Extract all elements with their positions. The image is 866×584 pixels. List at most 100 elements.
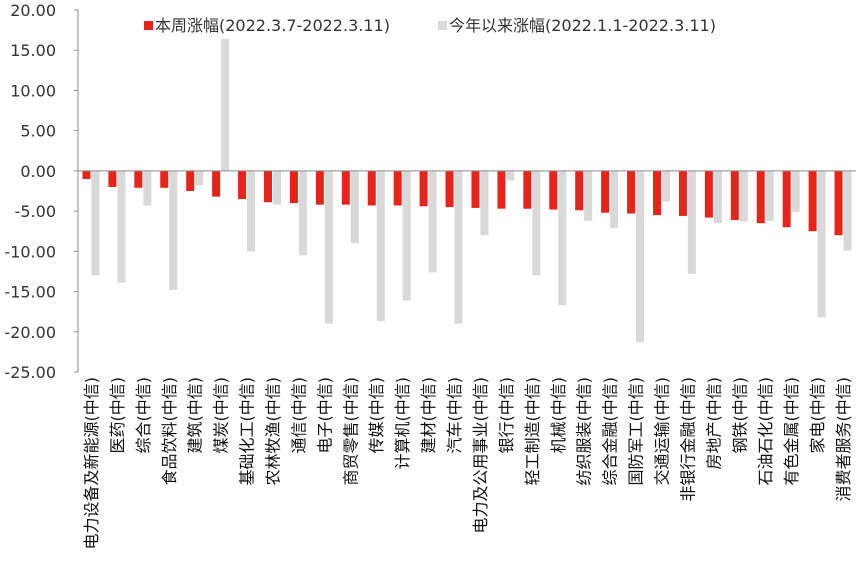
bar-weekly-change xyxy=(393,170,402,206)
bar-weekly-change xyxy=(627,170,636,214)
bar-weekly-change xyxy=(108,170,117,187)
bar-ytd-change xyxy=(843,170,852,251)
x-category-label: 交通运输(中信) xyxy=(653,377,672,486)
x-category-label: 综合(中信) xyxy=(134,377,153,454)
x-category-label: 轻工制造(中信) xyxy=(523,377,542,486)
legend-label: 今年以来涨幅(2022.1.1-2022.3.11) xyxy=(449,16,716,35)
legend: 本周涨幅(2022.3.7-2022.3.11) 今年以来涨幅(2022.1.1-… xyxy=(144,16,716,35)
bar-weekly-change xyxy=(289,170,298,204)
bar-ytd-change xyxy=(350,170,359,244)
bar-weekly-change xyxy=(523,170,532,209)
bar-weekly-change xyxy=(756,170,765,224)
bar-weekly-change xyxy=(471,170,480,208)
x-category-label: 建筑(中信) xyxy=(186,377,205,454)
bar-ytd-change xyxy=(169,170,178,290)
bar-weekly-change xyxy=(186,170,195,191)
bar-ytd-change xyxy=(298,170,307,256)
y-tick-label: -15.00 xyxy=(4,283,56,302)
x-category-label: 钢铁(中信) xyxy=(730,377,749,454)
bar-weekly-change xyxy=(367,170,376,206)
x-category-label: 计算机(中信) xyxy=(393,377,412,470)
x-category-label: 纺织服装(中信) xyxy=(575,377,594,486)
x-category-label: 电力设备及新能源(中信) xyxy=(82,377,101,550)
x-category-label: 有色金属(中信) xyxy=(782,377,801,486)
bar-ytd-change xyxy=(791,170,800,212)
bar-ytd-change xyxy=(221,38,230,171)
bar-weekly-change xyxy=(134,170,143,188)
bar-weekly-change xyxy=(497,170,506,209)
x-category-label: 电力及公用事业(中信) xyxy=(471,377,490,534)
bar-ytd-change xyxy=(480,170,489,236)
x-category-label: 房地产(中信) xyxy=(704,377,723,470)
bar-ytd-change xyxy=(532,170,541,276)
x-category-label: 食品饮料(中信) xyxy=(160,377,179,486)
bar-ytd-change xyxy=(143,170,152,206)
x-category-label: 农林牧渔(中信) xyxy=(264,377,283,486)
y-tick-label: -25.00 xyxy=(4,363,56,382)
bar-weekly-change xyxy=(808,170,817,232)
bar-weekly-change xyxy=(575,170,584,211)
bar-weekly-change xyxy=(419,170,428,207)
bar-ytd-change xyxy=(454,170,463,324)
y-tick-label: 20.00 xyxy=(10,1,56,20)
x-category-label: 煤炭(中信) xyxy=(212,377,231,454)
x-category-label: 银行(中信) xyxy=(497,377,516,454)
bar-weekly-change xyxy=(704,170,713,218)
bar-ytd-change xyxy=(817,170,826,318)
bar-ytd-change xyxy=(687,170,696,274)
x-category-label: 消费者服务(中信) xyxy=(834,377,853,502)
bar-ytd-change xyxy=(91,170,100,276)
y-tick-label: -20.00 xyxy=(4,323,56,342)
x-category-label: 机械(中信) xyxy=(549,377,568,454)
x-category-label: 家电(中信) xyxy=(808,377,827,454)
y-tick-label: 0.00 xyxy=(20,162,56,181)
y-tick-label: 5.00 xyxy=(20,122,56,141)
bar-ytd-change xyxy=(195,170,204,186)
x-category-label: 传媒(中信) xyxy=(367,377,386,454)
bar-weekly-change xyxy=(445,170,454,208)
bar-weekly-change xyxy=(160,170,169,188)
bar-weekly-change xyxy=(834,170,843,236)
bar-weekly-change xyxy=(782,170,791,228)
bar-weekly-change xyxy=(264,170,272,203)
x-category-label: 基础化工(中信) xyxy=(238,377,257,486)
y-tick-label: 15.00 xyxy=(10,41,56,60)
bar-ytd-change xyxy=(610,170,619,229)
bar-weekly-change xyxy=(678,170,687,216)
bar-weekly-change xyxy=(601,170,610,213)
y-tick-label: -10.00 xyxy=(4,242,56,261)
bar-ytd-change xyxy=(324,170,333,324)
y-tick-label: -5.00 xyxy=(15,202,56,221)
bar-ytd-change xyxy=(765,170,774,221)
x-category-label: 商贸零售(中信) xyxy=(341,377,360,486)
legend-swatch xyxy=(144,21,153,30)
x-category-label: 通信(中信) xyxy=(289,377,308,454)
bar-weekly-change xyxy=(341,170,350,205)
legend-swatch xyxy=(438,21,447,30)
bar-ytd-change xyxy=(558,170,567,306)
y-tick-label: 10.00 xyxy=(10,81,56,100)
x-category-label: 汽车(中信) xyxy=(445,377,464,454)
bars xyxy=(82,38,852,343)
legend-label: 本周涨幅(2022.3.7-2022.3.11) xyxy=(155,16,390,35)
y-axis-ticks: 20.00 15.00 10.00 5.00 0.00 -5.00 -10.00 -15.00… xyxy=(4,1,78,382)
bar-weekly-change xyxy=(549,170,558,210)
bar-ytd-change xyxy=(506,170,515,181)
x-category-label: 建材(中信) xyxy=(419,377,438,454)
x-category-label: 非银行金融(中信) xyxy=(678,377,697,502)
x-category-label: 医药(中信) xyxy=(108,377,127,454)
bar-ytd-change xyxy=(739,170,748,222)
x-category-label: 综合金融(中信) xyxy=(601,377,620,486)
bar-ytd-change xyxy=(713,170,722,224)
bar-ytd-change xyxy=(584,170,593,221)
bar-ytd-change xyxy=(402,170,411,301)
bar-ytd-change xyxy=(636,170,645,343)
bar-ytd-change xyxy=(376,170,385,322)
bar-ytd-change xyxy=(428,170,437,273)
bar-ytd-change xyxy=(247,170,256,252)
bar-weekly-change xyxy=(315,170,324,205)
bar-weekly-change xyxy=(82,170,91,179)
bar-weekly-change xyxy=(212,170,221,197)
x-axis-labels: 电力设备及新能源(中信) 医药(中信) 综合(中信) 食品饮料(中信) 建筑(中信) 煤炭… xyxy=(82,377,853,550)
